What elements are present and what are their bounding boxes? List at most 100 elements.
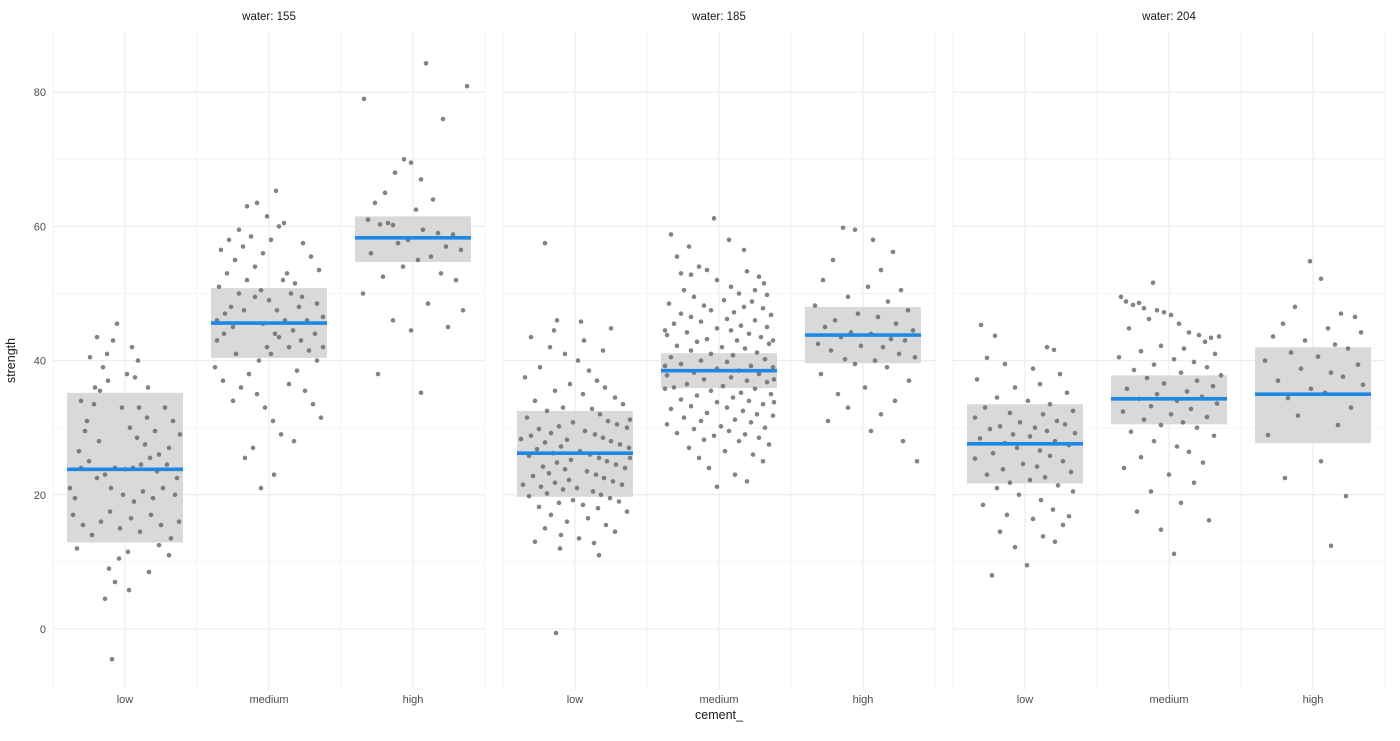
data-point	[742, 432, 748, 437]
data-point	[613, 462, 619, 467]
data-point	[168, 536, 174, 541]
x-tick-label: low	[117, 694, 134, 706]
data-point	[732, 417, 738, 422]
data-point	[602, 385, 608, 390]
data-point	[92, 385, 98, 390]
data-point	[720, 383, 726, 389]
data-point	[119, 405, 125, 410]
data-point	[176, 519, 182, 524]
data-point	[622, 465, 628, 471]
data-point	[580, 391, 586, 397]
data-point	[524, 415, 530, 420]
data-point	[714, 484, 720, 490]
data-point	[78, 398, 84, 404]
data-point	[408, 328, 414, 333]
data-point	[526, 493, 532, 499]
data-point	[320, 314, 326, 320]
data-point	[556, 500, 562, 506]
data-point	[868, 428, 874, 434]
data-point	[160, 485, 166, 491]
data-point	[627, 417, 633, 422]
data-point	[728, 375, 734, 380]
data-point	[872, 358, 878, 363]
data-point	[276, 224, 282, 229]
data-point	[105, 378, 111, 384]
data-point	[704, 267, 710, 273]
data-point	[254, 391, 260, 397]
data-point	[741, 304, 747, 310]
data-point	[898, 287, 904, 293]
data-point	[286, 381, 292, 387]
data-point	[752, 386, 758, 392]
data-point	[1200, 460, 1206, 465]
data-point	[107, 509, 113, 514]
data-point	[1124, 386, 1130, 392]
data-point	[128, 515, 134, 521]
data-point	[1020, 461, 1026, 467]
data-point	[1044, 344, 1050, 350]
data-point	[114, 321, 120, 326]
data-point	[146, 569, 152, 575]
data-point	[440, 116, 446, 122]
data-point	[731, 309, 737, 315]
data-point	[608, 438, 614, 444]
data-point	[435, 230, 441, 236]
data-point	[296, 304, 302, 310]
x-tick-label: medium	[1149, 694, 1188, 706]
data-point	[570, 497, 576, 503]
data-point	[770, 365, 776, 370]
data-point	[252, 294, 258, 300]
data-point	[274, 307, 280, 313]
data-point	[542, 526, 548, 531]
data-point	[597, 411, 603, 417]
data-point	[268, 237, 274, 243]
y-tick-label: 60	[34, 221, 46, 233]
data-point	[1060, 522, 1066, 528]
data-point	[1141, 305, 1147, 311]
data-point	[300, 240, 306, 246]
data-point	[534, 446, 540, 452]
data-point	[430, 197, 436, 202]
data-point	[1186, 330, 1192, 335]
data-point	[1161, 309, 1167, 315]
data-point	[1202, 339, 1208, 345]
data-point	[236, 291, 242, 296]
data-point	[290, 328, 296, 333]
data-point	[585, 515, 591, 521]
data-point	[617, 442, 623, 447]
data-point	[131, 499, 137, 504]
data-point	[542, 440, 548, 445]
data-point	[1014, 445, 1020, 451]
data-point	[395, 240, 401, 246]
data-point	[828, 348, 834, 353]
data-point	[990, 450, 996, 456]
data-point	[906, 378, 912, 384]
data-point	[688, 403, 694, 409]
data-point	[701, 303, 707, 308]
data-point	[885, 299, 891, 304]
data-point	[1134, 509, 1140, 514]
data-point	[1315, 354, 1321, 359]
data-point	[714, 399, 720, 405]
data-point	[1138, 454, 1144, 460]
data-point	[72, 495, 78, 501]
data-point	[109, 656, 115, 662]
data-point	[172, 492, 178, 498]
data-point	[241, 307, 247, 313]
data-point	[1047, 401, 1053, 407]
data-point	[1151, 438, 1157, 444]
data-point	[711, 216, 717, 221]
data-point	[264, 344, 270, 350]
data-point	[980, 502, 986, 508]
data-point	[413, 207, 419, 212]
data-point	[1348, 405, 1354, 410]
data-point	[147, 455, 153, 461]
data-point	[1282, 475, 1288, 481]
data-point	[233, 351, 239, 357]
data-point	[818, 371, 824, 377]
data-point	[560, 487, 566, 492]
data-point	[1307, 258, 1313, 264]
data-point	[273, 188, 279, 194]
data-point	[1265, 432, 1271, 438]
data-point	[708, 388, 714, 394]
